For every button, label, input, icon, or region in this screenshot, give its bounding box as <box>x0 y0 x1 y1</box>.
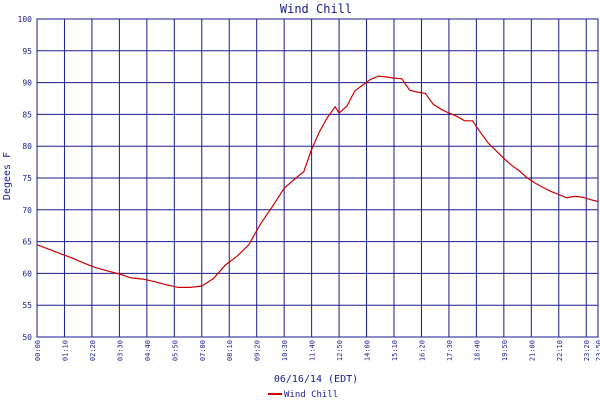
x-tick-label: 03:30 <box>116 340 124 361</box>
y-tick-label: 90 <box>22 79 32 88</box>
x-tick-label: 05:50 <box>171 340 179 361</box>
x-tick-label: 11:40 <box>309 340 317 361</box>
x-tick-label: 19:50 <box>501 340 509 361</box>
x-tick-label: 04:40 <box>144 340 152 361</box>
x-tick-labels: 00:00 01:10 02:20 03:30 04:40 05:50 07:00 08:10… <box>34 340 600 361</box>
x-tick-label: 16:20 <box>418 340 426 361</box>
x-tick-label: 02:20 <box>89 340 97 361</box>
series-layer <box>36 75 599 288</box>
x-tick-label: 21:00 <box>528 340 536 361</box>
x-tick-label: 07:00 <box>199 340 207 361</box>
legend-label-wind-chill: Wind Chill <box>284 390 338 400</box>
grid-lines <box>36 18 599 338</box>
y-tick-label: 75 <box>22 174 32 183</box>
y-tick-label: 100 <box>18 15 33 24</box>
y-axis-label: Degees F <box>2 152 13 200</box>
y-tick-labels: 100 95 90 85 80 75 70 65 60 55 50 <box>18 15 33 342</box>
x-tick-label: 15:10 <box>391 340 399 361</box>
x-tick-label: 17:30 <box>446 340 454 361</box>
y-tick-label: 85 <box>22 110 32 119</box>
x-tick-label: 18:40 <box>473 340 481 361</box>
y-tick-label: 95 <box>22 47 32 56</box>
x-tick-label: 01:10 <box>61 340 69 361</box>
x-tick-label: 14:00 <box>364 340 372 361</box>
y-tick-label: 80 <box>22 142 32 151</box>
x-tick-label: 22:10 <box>556 340 564 361</box>
x-tick-label: 09:20 <box>254 340 262 361</box>
y-tick-label: 65 <box>22 238 32 247</box>
y-tick-label: 60 <box>22 269 32 278</box>
series-line-wind-chill <box>36 75 599 288</box>
legend: Wind Chill <box>268 390 338 400</box>
x-tick-label: 10:30 <box>281 340 289 361</box>
y-tick-label: 55 <box>22 301 32 310</box>
y-tick-label: 50 <box>22 333 32 342</box>
x-tick-label: 12:50 <box>336 340 344 361</box>
x-tick-label: 23:20 <box>583 340 591 361</box>
x-axis-label: 06/16/14 (EDT) <box>274 374 358 385</box>
x-tick-label: 00:00 <box>34 340 42 361</box>
y-tick-label: 70 <box>22 206 32 215</box>
x-tick-label: 23:50 <box>595 340 600 361</box>
x-tick-label: 08:10 <box>226 340 234 361</box>
chart-title: Wind Chill <box>280 2 352 16</box>
